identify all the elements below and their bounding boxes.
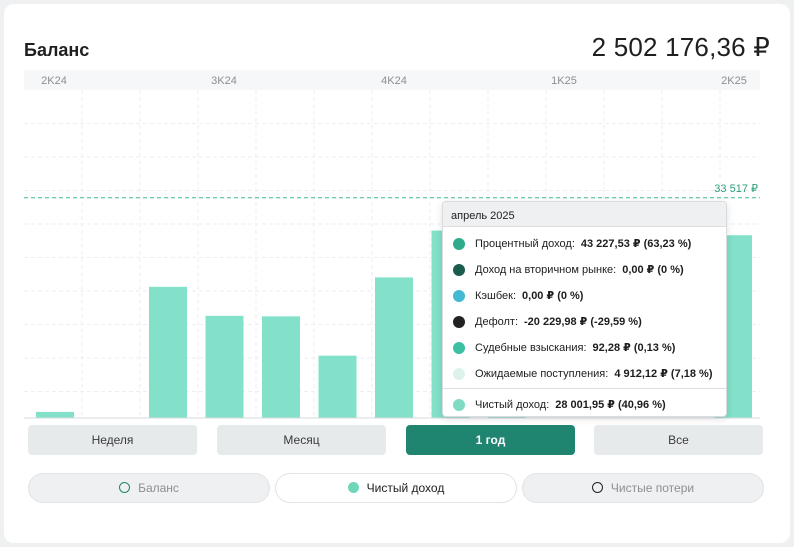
legend-net-loss-toggle[interactable]: Чистые потери: [522, 473, 764, 503]
tooltip-label: Чистый доход: 28 001,95 ₽ (40,96 %): [475, 399, 666, 411]
legend-balance-label: Баланс: [138, 481, 179, 495]
tooltip-row: Доход на вторичном рынке: 0,00 ₽ (0 %): [443, 262, 726, 278]
tooltip-value: -20 229,98 ₽ (-29,59 %): [524, 316, 642, 328]
tooltip-value: 92,28 ₽ (0,13 %): [592, 342, 676, 354]
tooltip-label: Процентный доход: 43 227,53 ₽ (63,23 %): [475, 238, 692, 250]
tooltip-dot-icon: [453, 368, 465, 380]
bar-5: [262, 316, 300, 418]
x-axis-band: [24, 70, 760, 90]
tooltip-label: Ожидаемые поступления: 4 912,12 ₽ (7,18 %…: [475, 368, 713, 380]
tooltip-label: Кэшбек: 0,00 ₽ (0 %): [475, 290, 584, 302]
tooltip-label: Доход на вторичном рынке: 0,00 ₽ (0 %): [475, 264, 684, 276]
tooltip-dot-icon: [453, 290, 465, 302]
period-month-button[interactable]: Месяц: [217, 425, 386, 455]
tooltip-row: Ожидаемые поступления: 4 912,12 ₽ (7,18 %…: [443, 366, 726, 382]
bar-4: [205, 315, 244, 418]
legend-net-income-label: Чистый доход: [366, 481, 445, 495]
tooltip-row: Чистый доход: 28 001,95 ₽ (40,96 %): [443, 397, 726, 413]
tooltip-label: Судебные взыскания: 92,28 ₽ (0,13 %): [475, 342, 676, 354]
tooltip-dot-icon: [453, 399, 465, 411]
tooltip-title: апрель 2025: [443, 202, 726, 227]
x-tick-label: 2K24: [41, 75, 67, 87]
legend-net-loss-label: Чистые потери: [610, 481, 695, 495]
period-selector: Неделя Месяц 1 год Все: [24, 425, 763, 455]
x-tick-label: 4K24: [381, 75, 407, 87]
tooltip-dot-icon: [453, 316, 465, 328]
bar-3: [149, 286, 187, 418]
tooltip-value: 0,00 ₽ (0 %): [622, 264, 684, 276]
legend-net-income-dot-icon: [347, 482, 359, 493]
reference-line-label: 33 517 ₽: [714, 183, 758, 195]
balance-amount: 2 502 176,36 ₽: [591, 32, 770, 62]
tooltip-dot-icon: [453, 264, 465, 276]
tooltip-label: Дефолт: -20 229,98 ₽ (-29,59 %): [475, 316, 642, 328]
tooltip-value: 4 912,12 ₽ (7,18 %): [614, 368, 713, 380]
period-year-button[interactable]: 1 год: [406, 425, 575, 455]
legend-net-loss-ring-icon: [591, 482, 603, 493]
legend-net-income-toggle[interactable]: Чистый доход: [275, 473, 517, 503]
tooltip-row: Судебные взыскания: 92,28 ₽ (0,13 %): [443, 340, 726, 356]
tooltip-row: Кэшбек: 0,00 ₽ (0 %): [443, 288, 726, 304]
tooltip-row: Процентный доход: 43 227,53 ₽ (63,23 %): [443, 236, 726, 252]
bar-1: [36, 411, 74, 418]
chart-tooltip: апрель 2025 Процентный доход: 43 227,53 ₽…: [442, 201, 727, 417]
bar-7: [375, 277, 413, 418]
x-tick-label: 3K24: [211, 75, 237, 87]
tooltip-row: Дефолт: -20 229,98 ₽ (-29,59 %): [443, 314, 726, 330]
period-all-button[interactable]: Все: [594, 425, 763, 455]
period-week-button[interactable]: Неделя: [28, 425, 197, 455]
tooltip-value: 0,00 ₽ (0 %): [522, 290, 584, 302]
tooltip-value: 43 227,53 ₽ (63,23 %): [580, 238, 692, 250]
tooltip-dot-icon: [453, 342, 465, 354]
legend-balance-ring-icon: [119, 482, 131, 493]
tooltip-dot-icon: [453, 238, 465, 250]
x-tick-label: 2K25: [721, 75, 747, 87]
bar-6: [318, 355, 357, 418]
tooltip-divider: [443, 388, 726, 389]
card-title: Баланс: [24, 40, 90, 60]
legend-balance-toggle[interactable]: Баланс: [28, 473, 270, 503]
x-tick-label: 1K25: [551, 75, 577, 87]
tooltip-value: 28 001,95 ₽ (40,96 %): [555, 399, 666, 411]
